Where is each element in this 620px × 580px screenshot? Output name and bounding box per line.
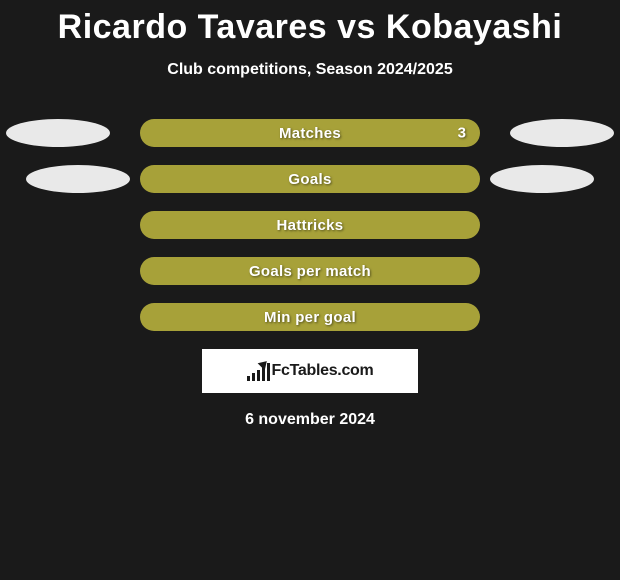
spacer	[6, 257, 110, 285]
logo-bar	[257, 370, 260, 381]
stat-pill: Hattricks	[140, 211, 480, 239]
right-ellipse	[490, 165, 594, 193]
spacer	[510, 211, 614, 239]
spacer	[510, 303, 614, 331]
stat-pill: Matches 3	[140, 119, 480, 147]
stat-label: Matches	[279, 125, 341, 142]
stat-pill: Goals per match	[140, 257, 480, 285]
logo-text: FcTables.com	[272, 362, 374, 380]
page-title: Ricardo Tavares vs Kobayashi	[0, 8, 620, 47]
left-ellipse	[26, 165, 130, 193]
comparison-rows: Matches 3 Goals Hattricks	[0, 119, 620, 331]
page-subtitle: Club competitions, Season 2024/2025	[0, 61, 620, 79]
stat-row-min-per-goal: Min per goal	[0, 303, 620, 331]
footer-date: 6 november 2024	[0, 411, 620, 429]
stat-pill: Goals	[140, 165, 480, 193]
stat-label: Goals	[288, 171, 331, 188]
logo-bar	[252, 373, 255, 381]
stat-value-right: 3	[458, 125, 466, 142]
left-ellipse	[6, 119, 110, 147]
fctables-logo: FcTables.com	[202, 349, 418, 393]
right-ellipse	[510, 119, 614, 147]
spacer	[6, 211, 110, 239]
spacer	[6, 303, 110, 331]
stat-pill: Min per goal	[140, 303, 480, 331]
spacer	[510, 257, 614, 285]
stat-row-goals: Goals	[0, 165, 620, 193]
stat-row-goals-per-match: Goals per match	[0, 257, 620, 285]
stat-row-hattricks: Hattricks	[0, 211, 620, 239]
stat-label: Goals per match	[249, 263, 371, 280]
comparison-card: Ricardo Tavares vs Kobayashi Club compet…	[0, 0, 620, 429]
stat-row-matches: Matches 3	[0, 119, 620, 147]
logo-inner: FcTables.com	[247, 360, 374, 382]
stat-label: Hattricks	[277, 217, 344, 234]
logo-bar	[247, 376, 250, 381]
stat-label: Min per goal	[264, 309, 356, 326]
